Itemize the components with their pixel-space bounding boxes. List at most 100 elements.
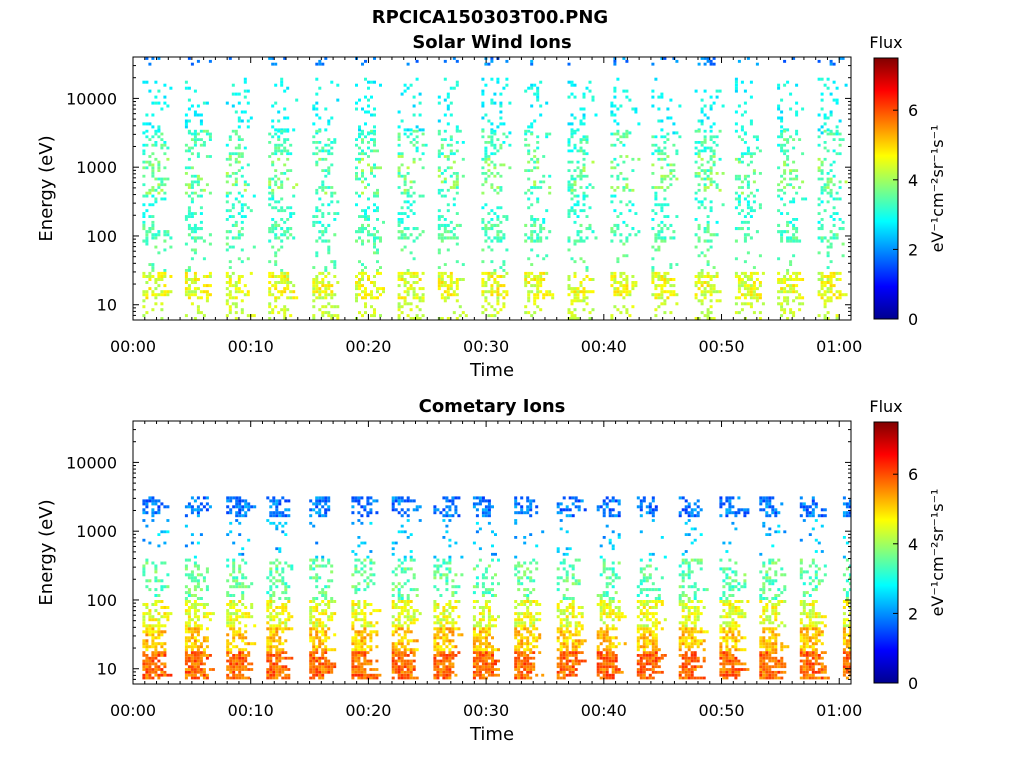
heatmap-cell bbox=[565, 508, 569, 512]
heatmap-cell bbox=[318, 502, 322, 506]
heatmap-cell bbox=[841, 227, 845, 231]
heatmap-cell bbox=[160, 197, 164, 201]
heatmap-cell bbox=[820, 275, 824, 278]
heatmap-cell bbox=[246, 125, 250, 129]
heatmap-cell bbox=[616, 293, 620, 297]
heatmap-cell bbox=[475, 564, 479, 568]
heatmap-cell bbox=[274, 223, 278, 227]
heatmap-cell bbox=[657, 149, 661, 153]
heatmap-cell bbox=[446, 122, 450, 126]
heatmap-cell bbox=[397, 615, 401, 619]
heatmap-cell bbox=[842, 511, 846, 515]
heatmap-cell bbox=[491, 576, 494, 580]
heatmap-cell bbox=[202, 101, 206, 105]
heatmap-cell bbox=[660, 236, 664, 240]
heatmap-cell bbox=[443, 177, 447, 181]
heatmap-cell bbox=[855, 505, 858, 508]
heatmap-cell bbox=[565, 530, 569, 534]
heatmap-cell bbox=[693, 508, 697, 512]
heatmap-cell bbox=[709, 59, 713, 63]
heatmap-cell bbox=[731, 511, 735, 515]
heatmap-cell bbox=[657, 157, 661, 161]
heatmap-cell bbox=[355, 107, 358, 111]
heatmap-cell bbox=[475, 502, 479, 506]
heatmap-cell bbox=[491, 624, 494, 628]
heatmap-cell bbox=[829, 296, 833, 300]
heatmap-cell bbox=[327, 615, 331, 619]
heatmap-cell bbox=[591, 160, 595, 164]
heatmap-cell bbox=[499, 230, 503, 234]
heatmap-cell bbox=[312, 558, 316, 562]
heatmap-cell bbox=[312, 104, 316, 108]
heatmap-cell bbox=[829, 271, 833, 275]
heatmap-cell bbox=[336, 98, 340, 102]
heatmap-cell bbox=[400, 212, 404, 215]
heatmap-cell bbox=[271, 308, 275, 312]
heatmap-cells bbox=[142, 57, 848, 320]
heatmap-cell bbox=[737, 508, 741, 512]
heatmap-cell bbox=[573, 188, 577, 192]
heatmap-cell bbox=[651, 257, 655, 261]
heatmap-cell bbox=[231, 206, 235, 210]
heatmap-cell bbox=[397, 594, 401, 597]
heatmap-cell bbox=[823, 302, 827, 306]
heatmap-cell bbox=[418, 308, 422, 312]
heatmap-cell bbox=[481, 227, 485, 231]
heatmap-cell bbox=[415, 594, 419, 597]
heatmap-cell bbox=[657, 230, 661, 234]
heatmap-cell bbox=[637, 230, 641, 234]
heatmap-cell bbox=[372, 573, 376, 577]
heatmap-cell bbox=[243, 89, 247, 93]
heatmap-cell bbox=[439, 618, 443, 622]
heatmap-cell bbox=[526, 508, 530, 512]
heatmap-cell bbox=[330, 191, 334, 195]
heatmap-cell bbox=[533, 293, 537, 297]
heatmap-cell bbox=[163, 95, 167, 99]
heatmap-cell bbox=[199, 624, 203, 628]
heatmap-cell bbox=[820, 508, 824, 512]
heatmap-cell bbox=[484, 227, 488, 231]
heatmap-cell bbox=[321, 588, 325, 592]
heatmap-cell bbox=[403, 183, 407, 187]
heatmap-cell bbox=[364, 218, 367, 221]
heatmap-cell bbox=[324, 157, 328, 161]
heatmap-cell bbox=[517, 579, 521, 583]
heatmap-cell bbox=[749, 271, 753, 275]
heatmap-cell bbox=[163, 233, 167, 237]
heatmap-cell bbox=[765, 533, 769, 536]
heatmap-cell bbox=[651, 62, 655, 66]
heatmap-cell bbox=[628, 131, 632, 135]
heatmap-cell bbox=[746, 220, 750, 224]
heatmap-cell bbox=[645, 594, 649, 597]
heatmap-cell bbox=[814, 502, 818, 506]
heatmap-cell bbox=[755, 138, 759, 141]
heatmap-cell bbox=[570, 311, 574, 315]
heatmap-cell bbox=[565, 547, 569, 551]
heatmap-cell bbox=[792, 290, 796, 294]
heatmap-cell bbox=[269, 514, 273, 518]
heatmap-cell bbox=[315, 107, 319, 111]
heatmap-cell bbox=[148, 89, 152, 93]
heatmap-cell bbox=[225, 230, 229, 234]
heatmap-cell bbox=[440, 284, 444, 288]
heatmap-cell bbox=[734, 514, 738, 518]
heatmap-cell bbox=[536, 160, 540, 164]
heatmap-cell bbox=[478, 527, 482, 531]
heatmap-cell bbox=[792, 314, 796, 318]
heatmap-cell bbox=[663, 284, 667, 288]
heatmap-cell bbox=[196, 236, 200, 240]
heatmap-cell bbox=[502, 215, 506, 218]
x-tick-label: 00:20 bbox=[345, 337, 391, 356]
heatmap-cell bbox=[580, 499, 584, 503]
heatmap-cell bbox=[574, 621, 578, 625]
heatmap-cell bbox=[706, 169, 710, 172]
heatmap-cell bbox=[841, 138, 845, 141]
heatmap-cell bbox=[651, 293, 655, 297]
x-axis-label: Time bbox=[469, 360, 514, 381]
heatmap-cell bbox=[148, 541, 152, 545]
heatmap-cell bbox=[151, 174, 155, 178]
heatmap-cell bbox=[795, 230, 799, 234]
heatmap-cell bbox=[599, 594, 603, 597]
heatmap-cell bbox=[752, 293, 756, 297]
heatmap-cell bbox=[481, 615, 485, 619]
